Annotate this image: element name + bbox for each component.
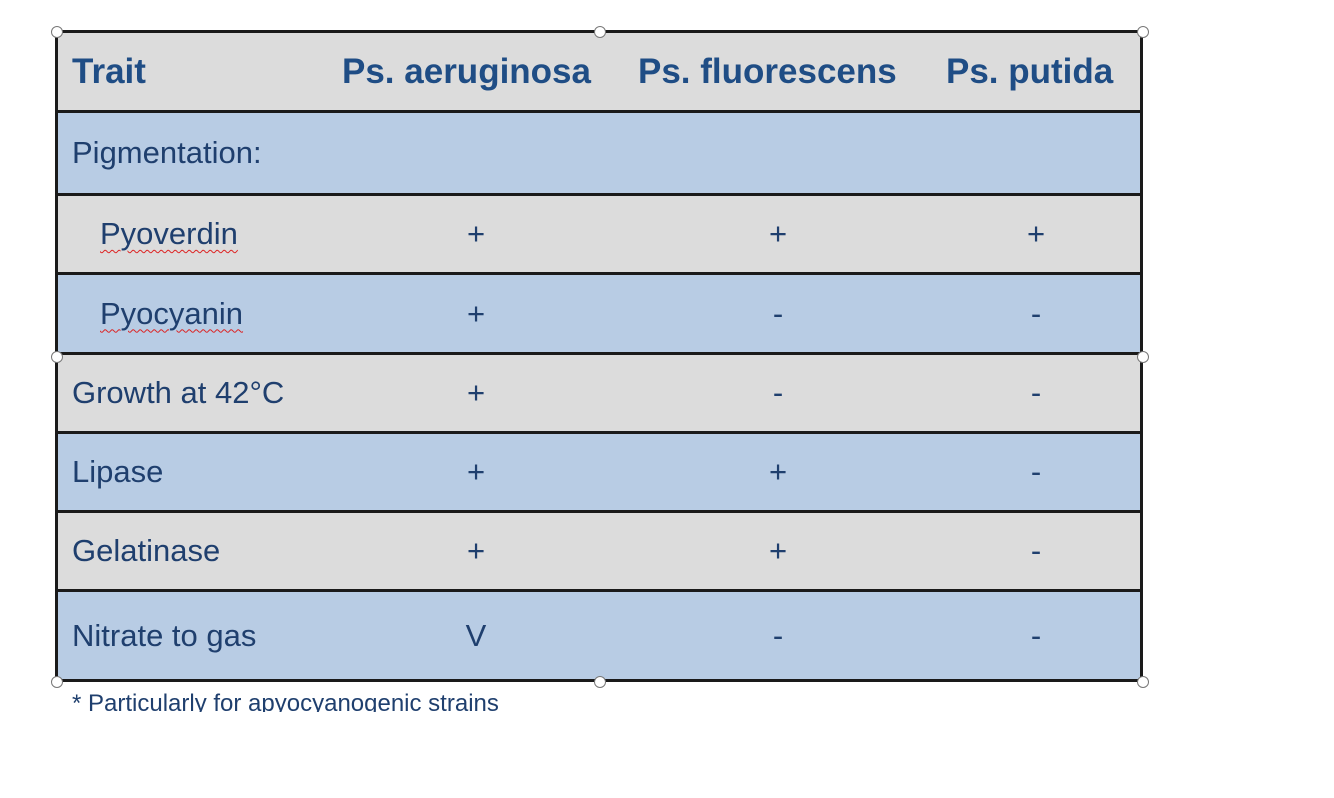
resize-handle[interactable] bbox=[51, 26, 63, 38]
resize-handle[interactable] bbox=[1137, 26, 1149, 38]
cell-text: Gelatinase bbox=[72, 533, 221, 568]
table-cell[interactable] bbox=[328, 113, 627, 196]
header-cell[interactable]: Trait bbox=[58, 33, 331, 113]
resize-handle[interactable] bbox=[594, 26, 606, 38]
cell-text: Ps. aeruginosa bbox=[342, 51, 591, 91]
resize-handle[interactable] bbox=[51, 351, 63, 363]
cell-text: + bbox=[466, 375, 486, 410]
table-cell[interactable]: + bbox=[328, 513, 627, 592]
cell-text: - bbox=[1030, 533, 1042, 568]
table-cell[interactable]: + bbox=[932, 196, 1143, 275]
cell-text: Growth at 42°C bbox=[72, 375, 285, 410]
resize-handle[interactable] bbox=[1137, 676, 1149, 688]
cell-text: - bbox=[1030, 617, 1042, 653]
cell-text: + bbox=[768, 454, 788, 489]
footnote: * Particularly for apyocyanogenic strain… bbox=[72, 690, 499, 712]
cell-text: Trait bbox=[72, 51, 146, 91]
cell-text: - bbox=[772, 617, 784, 653]
cell-text: + bbox=[1026, 216, 1046, 251]
table-cell[interactable]: Pigmentation: bbox=[58, 113, 331, 196]
cell-text: + bbox=[466, 295, 486, 331]
table-cell[interactable]: - bbox=[624, 275, 935, 355]
cell-text: Ps. fluorescens bbox=[638, 51, 897, 91]
cell-text: + bbox=[768, 216, 788, 251]
cell-text: Ps. putida bbox=[946, 51, 1114, 91]
cell-text: - bbox=[1030, 454, 1042, 489]
table-cell[interactable]: Pyocyanin bbox=[58, 275, 331, 355]
cell-text: + bbox=[466, 533, 486, 568]
table-cell[interactable]: Nitrate to gas bbox=[58, 592, 331, 682]
table-cell[interactable] bbox=[624, 113, 935, 196]
table-cell[interactable]: - bbox=[624, 592, 935, 682]
table-cell[interactable]: + bbox=[328, 196, 627, 275]
table-cell[interactable]: - bbox=[624, 355, 935, 434]
cell-text: - bbox=[772, 375, 784, 410]
cell-text: - bbox=[772, 295, 784, 331]
table-cell[interactable]: Lipase bbox=[58, 434, 331, 513]
cell-text: Lipase bbox=[72, 454, 164, 489]
cell-text: Pyoverdin bbox=[100, 216, 238, 251]
table-cell[interactable] bbox=[932, 113, 1143, 196]
footnote-clip: * Particularly for apyocyanogenic strain… bbox=[72, 690, 772, 712]
table-cell[interactable]: Growth at 42°C bbox=[58, 355, 331, 434]
cell-text: + bbox=[466, 454, 486, 489]
cell-text: Nitrate to gas bbox=[72, 617, 257, 653]
table-cell[interactable]: - bbox=[932, 434, 1143, 513]
table-cell[interactable]: + bbox=[624, 513, 935, 592]
table-cell[interactable]: Gelatinase bbox=[58, 513, 331, 592]
table-cell[interactable]: + bbox=[328, 275, 627, 355]
cell-text: - bbox=[1030, 375, 1042, 410]
resize-handle[interactable] bbox=[594, 676, 606, 688]
table-cell[interactable]: - bbox=[932, 355, 1143, 434]
table-cell[interactable]: - bbox=[932, 592, 1143, 682]
table-cell[interactable]: - bbox=[932, 513, 1143, 592]
table: Trait Ps. aeruginosa Ps. fluorescens Ps. pu… bbox=[55, 30, 1143, 682]
header-cell[interactable]: Ps. putida bbox=[932, 33, 1143, 113]
table-cell[interactable]: + bbox=[624, 434, 935, 513]
cell-text: Pigmentation: bbox=[72, 135, 262, 170]
cell-text: V bbox=[465, 617, 487, 653]
cell-text: + bbox=[466, 216, 486, 251]
header-cell[interactable]: Ps. fluorescens bbox=[624, 33, 935, 113]
resize-handle[interactable] bbox=[51, 676, 63, 688]
table-cell[interactable]: - bbox=[932, 275, 1143, 355]
table-cell[interactable]: + bbox=[624, 196, 935, 275]
table-cell[interactable]: Pyoverdin bbox=[58, 196, 331, 275]
table-cell[interactable]: + bbox=[328, 355, 627, 434]
resize-handle[interactable] bbox=[1137, 351, 1149, 363]
cell-text: Pyocyanin bbox=[100, 295, 244, 331]
cell-text: - bbox=[1030, 295, 1042, 331]
table-cell[interactable]: V bbox=[328, 592, 627, 682]
cell-text: + bbox=[768, 533, 788, 568]
header-cell[interactable]: Ps. aeruginosa bbox=[328, 33, 627, 113]
table-cell[interactable]: + bbox=[328, 434, 627, 513]
